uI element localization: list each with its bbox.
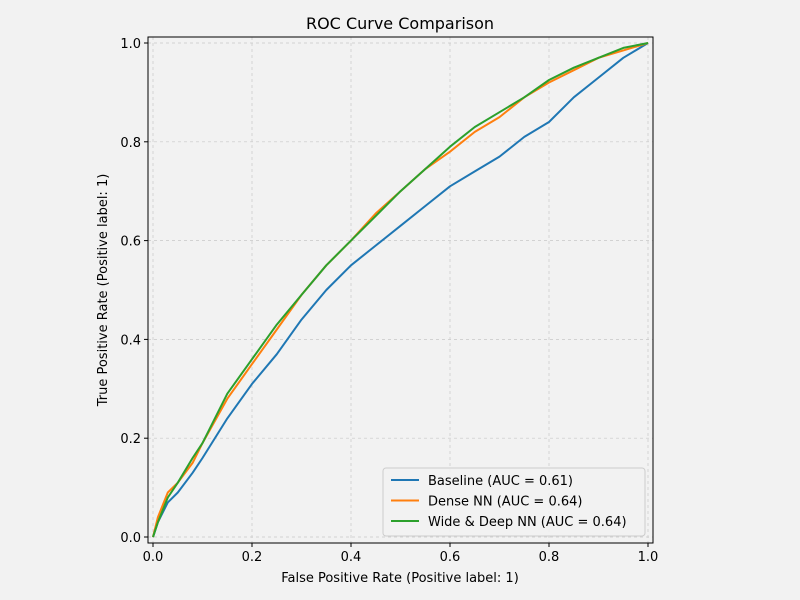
y-axis-label: True Positive Rate (Positive label: 1) [96,174,111,408]
y-axis-ticks: 0.0 0.2 0.4 0.6 0.8 1.0 [120,37,148,546]
x-tick-label: 0.2 [242,550,263,565]
chart-title: ROC Curve Comparison [306,14,494,33]
x-tick-label: 1.0 [638,550,659,565]
x-tick-label: 0.4 [341,550,362,565]
x-axis-label: False Positive Rate (Positive label: 1) [281,571,519,586]
x-axis-ticks: 0.0 0.2 0.4 0.6 0.8 1.0 [143,543,659,565]
x-tick-label: 0.8 [539,550,560,565]
legend: Baseline (AUC = 0.61) Dense NN (AUC = 0.6… [382,467,646,537]
y-tick-label: 0.0 [120,531,141,546]
grid-lines [148,37,653,543]
legend-label: Dense NN (AUC = 0.64) [428,495,582,510]
series-lines [152,42,649,538]
plot-frame [147,36,654,544]
y-tick-label: 0.6 [120,235,141,250]
legend-label: Wide & Deep NN (AUC = 0.64) [428,515,627,530]
x-tick-label: 0.0 [143,550,164,565]
y-tick-label: 0.8 [120,136,141,151]
legend-label: Baseline (AUC = 0.61) [428,474,573,489]
roc-line-2 [152,42,649,538]
legend-box [382,467,646,537]
x-tick-label: 0.6 [440,550,461,565]
y-tick-label: 0.2 [120,432,141,447]
y-tick-label: 0.4 [120,333,141,348]
roc-line-0 [152,42,649,538]
y-tick-label: 1.0 [120,37,141,52]
